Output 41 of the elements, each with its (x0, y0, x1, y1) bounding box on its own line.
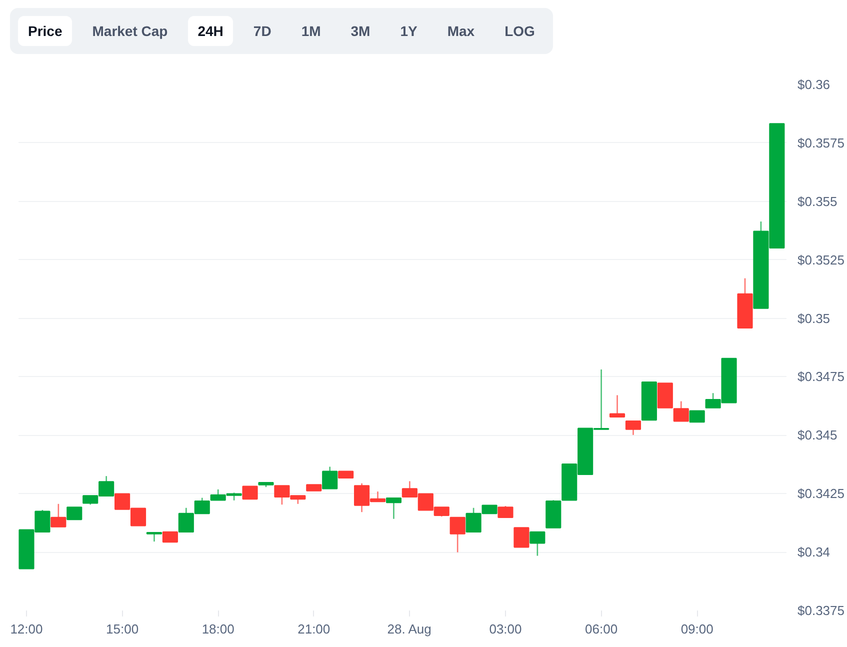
x-tick-label: 12:00 (10, 622, 43, 636)
x-tick-label: 18:00 (202, 622, 234, 636)
x-tick-label: 21:00 (298, 622, 330, 636)
candlestick (162, 531, 178, 543)
x-tick-label: 15:00 (106, 622, 139, 636)
candlestick (146, 532, 162, 542)
x-tick-label: 28. Aug (387, 622, 432, 636)
x-tick-label: 03:00 (489, 622, 522, 636)
text: Market Cap (92, 22, 168, 41)
candlestick (242, 486, 258, 500)
candlestick (530, 531, 546, 556)
text: 3M (350, 22, 370, 41)
y-tick-label: $0.3425 (798, 486, 844, 502)
text: Price (28, 22, 62, 41)
candlestick (609, 394, 626, 418)
x-tick-label: 06:00 (585, 622, 618, 636)
y-tick-label: $0.355 (798, 194, 838, 209)
text: 7D (253, 22, 272, 41)
candlestick (322, 466, 338, 490)
candlestick (386, 497, 402, 520)
y-tick-label: $0.3375 (798, 603, 844, 618)
y-tick-label: $0.345 (798, 428, 838, 443)
text: 1M (301, 22, 321, 41)
y-tick-label: $0.34 (798, 544, 830, 560)
y-tick-label: $0.36 (798, 77, 830, 92)
y-tick-label: $0.35 (798, 310, 830, 326)
candlestick (66, 506, 82, 520)
candlestick (514, 527, 530, 548)
text: Max (447, 22, 475, 41)
candlestick (689, 410, 705, 423)
text: 1Y (400, 22, 418, 41)
x-tick-label: 09:00 (680, 622, 714, 636)
candlestick (625, 420, 642, 436)
candlestick (450, 516, 466, 553)
text: 24H (198, 22, 224, 41)
y-tick-label: $0.3525 (798, 252, 844, 268)
candlestick (50, 503, 66, 528)
candlestick (498, 505, 514, 518)
y-tick-label: $0.3575 (798, 135, 844, 150)
text: LOG (504, 22, 535, 41)
y-tick-label: $0.3475 (798, 369, 844, 384)
